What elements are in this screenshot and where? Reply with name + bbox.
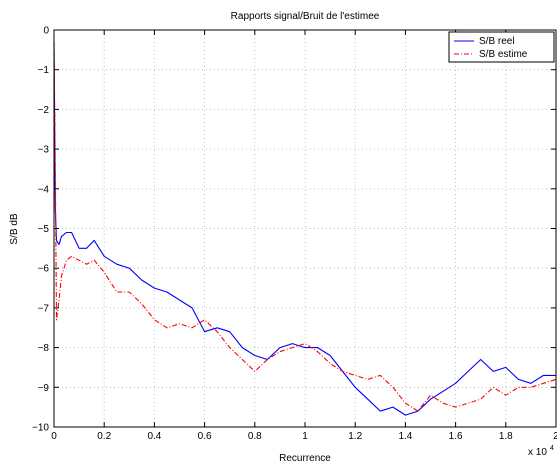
y-tick-label: −3: [38, 145, 50, 156]
y-tick-label: 0: [43, 26, 49, 37]
x-tick-label: 1.4: [398, 431, 412, 442]
series-layer: [53, 41, 557, 416]
x-axis-label: Recurrence: [279, 453, 331, 464]
series-line-reel: [53, 41, 556, 416]
x-multiplier-exponent: 4: [550, 445, 554, 452]
legend-label-reel: S/B reel: [479, 36, 515, 47]
x-tick-label: 1: [302, 431, 308, 442]
y-tick-label: −2: [38, 105, 50, 116]
x-tick-label: 1.2: [348, 431, 362, 442]
x-tick-label: 1.8: [499, 431, 513, 442]
x-tick-label: 0.2: [97, 431, 111, 442]
x-multiplier: x 10: [528, 447, 547, 458]
y-tick-label: −8: [38, 343, 50, 354]
x-tick-label: 0.4: [147, 431, 161, 442]
y-tick-label: −1: [38, 65, 50, 76]
x-tick-label: 1.6: [449, 431, 463, 442]
x-tick-label: 2: [553, 431, 557, 442]
y-tick-label: −5: [38, 224, 50, 235]
legend-label-estime: S/B estime: [479, 49, 528, 60]
y-tick-label: −6: [38, 264, 50, 275]
y-tick-label: −4: [38, 184, 50, 195]
legend: S/B reel S/B estime: [448, 31, 555, 63]
legend-box: [448, 31, 555, 63]
y-tick-label: −7: [38, 303, 50, 314]
y-tick-label: −9: [38, 383, 50, 394]
y-axis-label: S/B dB: [9, 213, 20, 244]
series-line-estime: [53, 41, 557, 412]
y-tick-label: −10: [32, 423, 49, 434]
x-tick-label: 0.6: [198, 431, 212, 442]
x-tick-label: 0.8: [248, 431, 262, 442]
chart-title: Rapports signal/Bruit de l'estimee: [231, 11, 380, 22]
x-tick-label: 0: [51, 431, 57, 442]
